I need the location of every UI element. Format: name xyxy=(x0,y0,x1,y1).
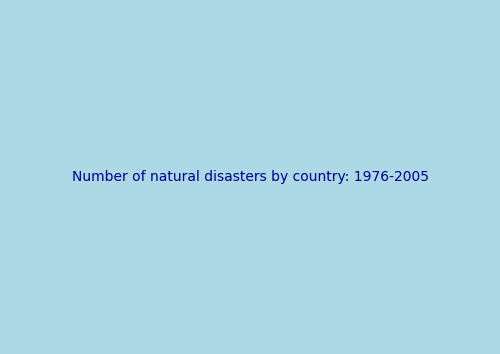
Text: Number of natural disasters by country: 1976-2005: Number of natural disasters by country: … xyxy=(72,170,428,184)
